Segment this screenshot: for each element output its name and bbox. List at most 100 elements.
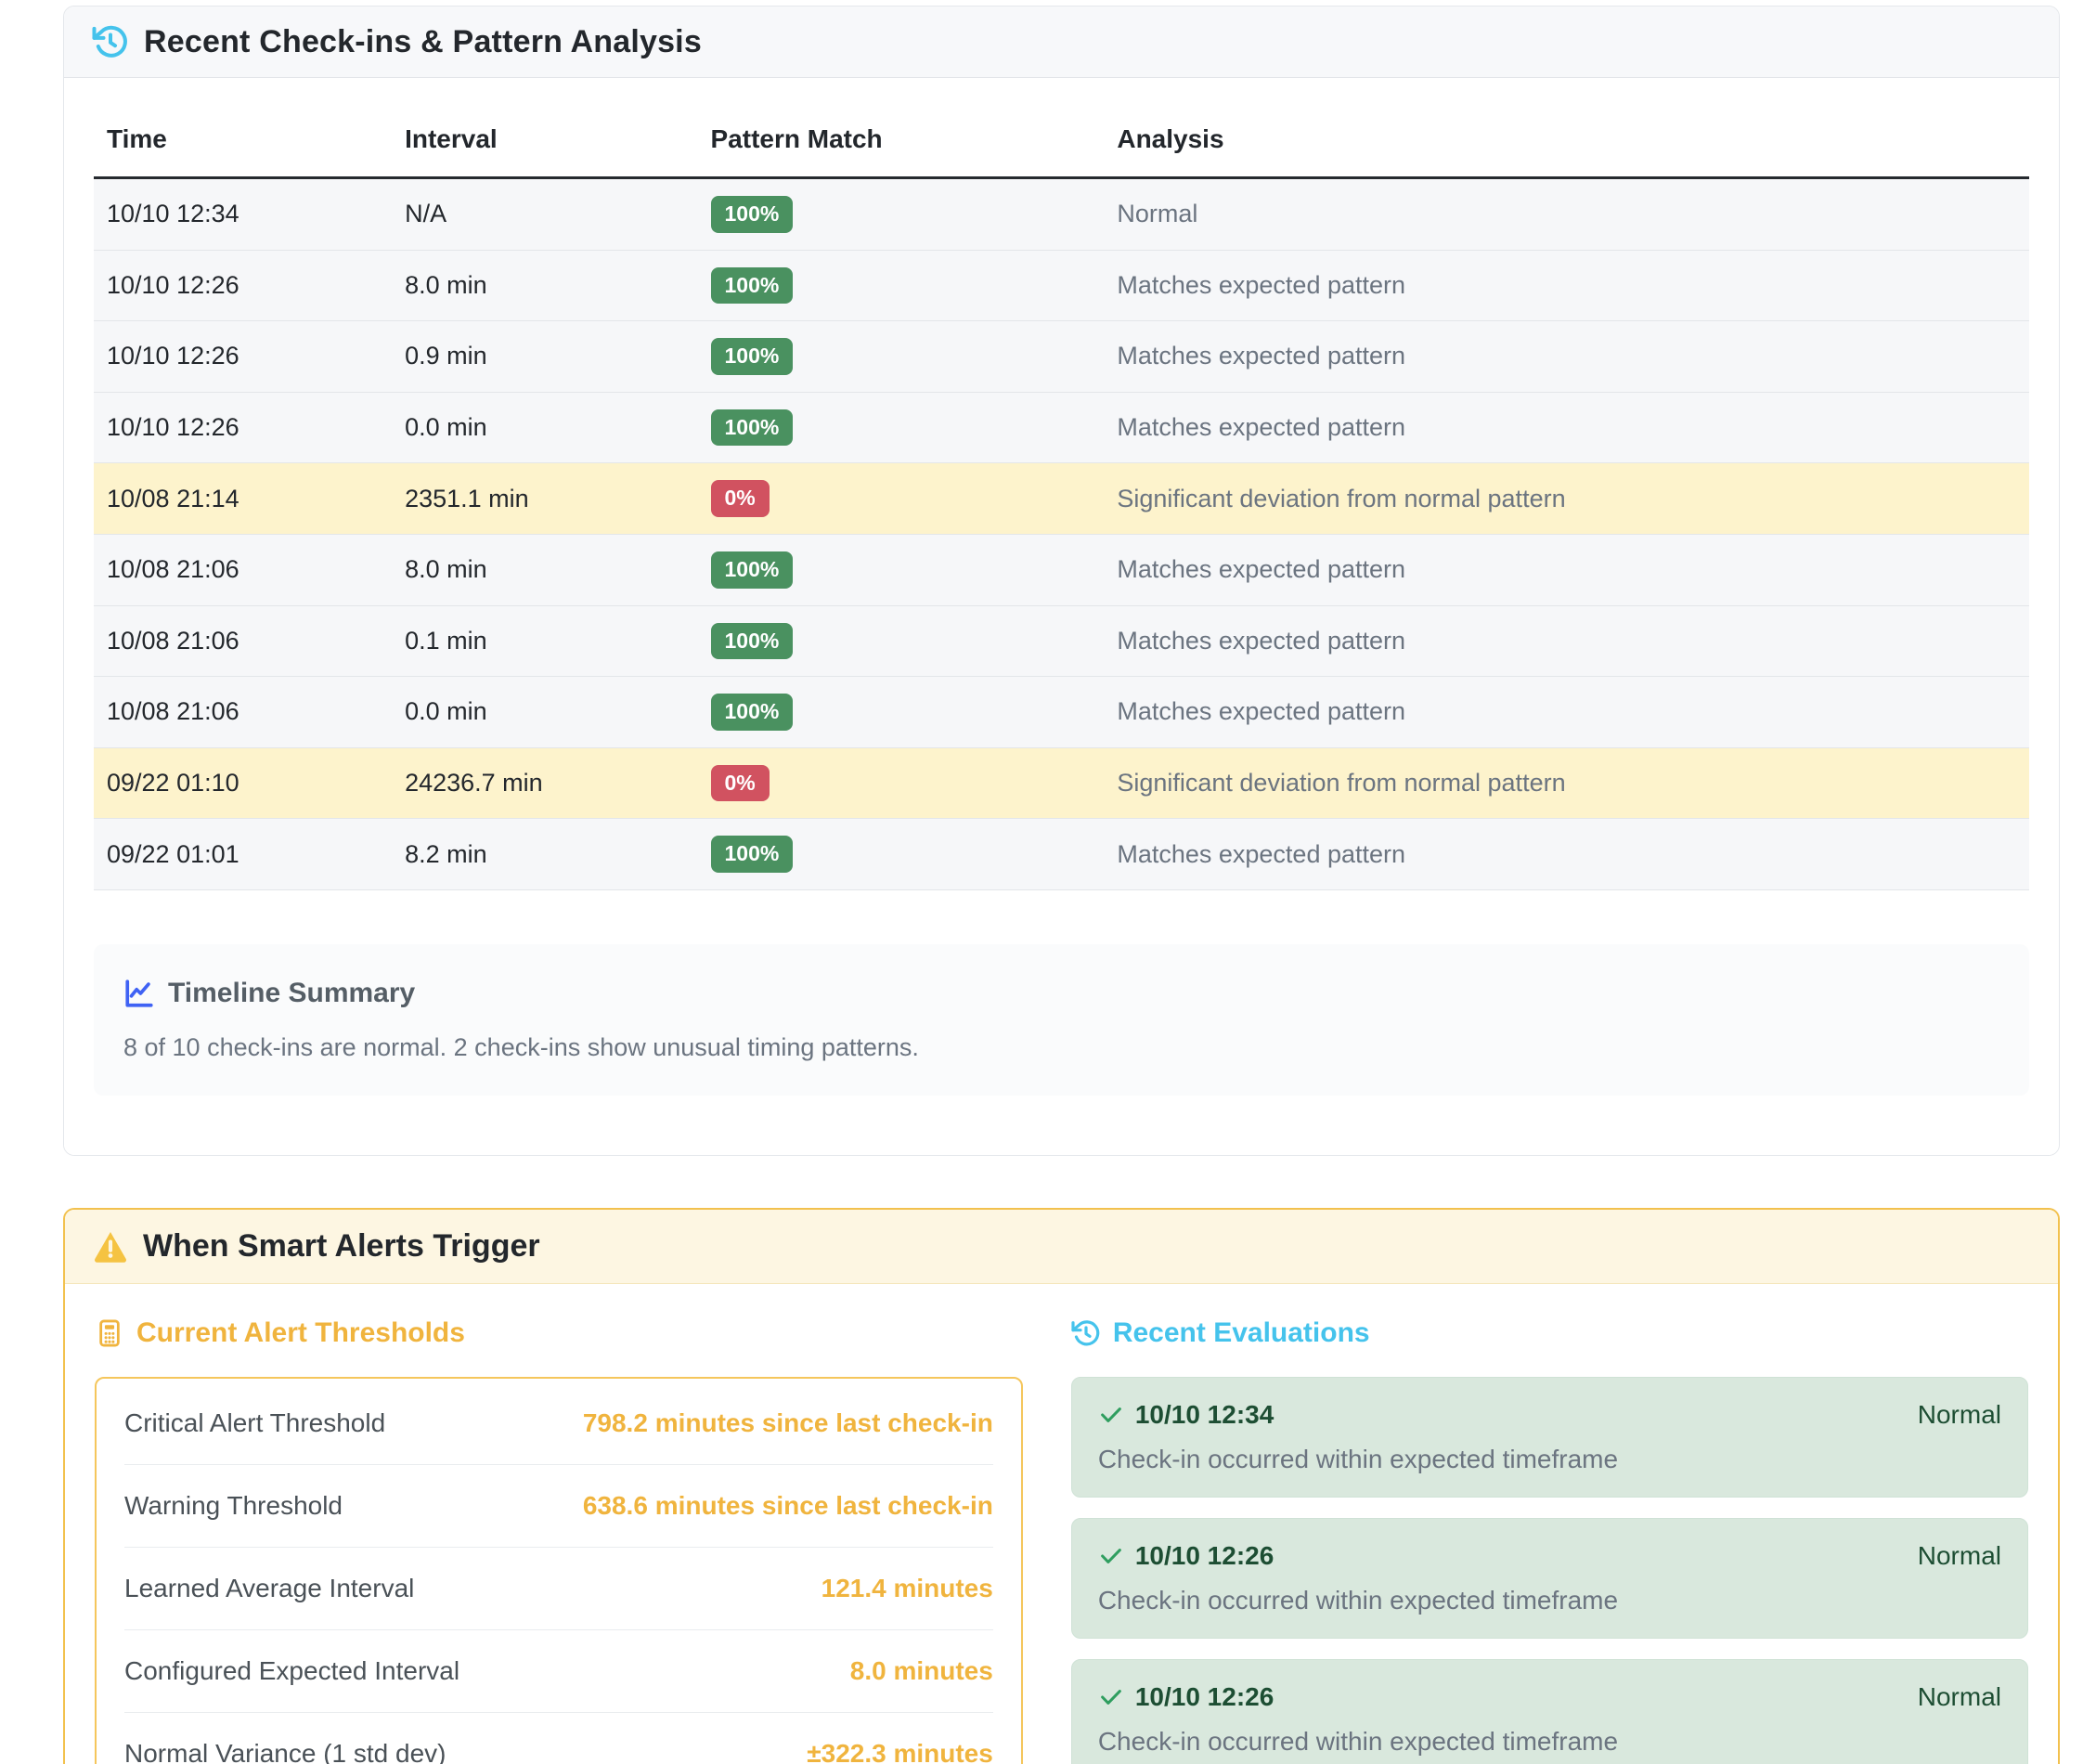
checkin-time: 10/08 21:06 bbox=[94, 605, 393, 678]
calculator-icon bbox=[95, 1318, 124, 1348]
pattern-match-badge: 100% bbox=[710, 551, 794, 589]
checkin-analysis: Significant deviation from normal patter… bbox=[1104, 462, 2029, 535]
col-header-analysis: Analysis bbox=[1104, 102, 2029, 179]
evaluations-list: 10/10 12:34 Normal Check-in occurred wit… bbox=[1070, 1376, 2028, 1764]
threshold-label: Learned Average Interval bbox=[124, 1573, 415, 1602]
timeline-summary-header: Timeline Summary bbox=[123, 978, 1999, 1009]
threshold-label: Configured Expected Interval bbox=[124, 1655, 460, 1685]
checkin-time: 10/08 21:06 bbox=[94, 676, 393, 748]
thresholds-heading: Current Alert Thresholds bbox=[95, 1317, 1023, 1349]
pattern-match-badge: 100% bbox=[710, 409, 794, 447]
checkin-match-cell: 0% bbox=[697, 747, 1105, 820]
pattern-match-badge: 0% bbox=[710, 764, 770, 802]
checkin-analysis: Normal bbox=[1104, 177, 2029, 251]
checkin-analysis: Matches expected pattern bbox=[1104, 250, 2029, 322]
checkin-interval: N/A bbox=[392, 177, 698, 251]
table-row: 09/22 01:01 8.2 min 100% Matches expecte… bbox=[94, 818, 2029, 890]
evaluation-card: 10/10 12:34 Normal Check-in occurred wit… bbox=[1070, 1376, 2028, 1498]
checkin-time: 10/08 21:14 bbox=[94, 462, 393, 535]
checkin-analysis: Matches expected pattern bbox=[1104, 534, 2029, 606]
checkin-interval: 0.0 min bbox=[392, 676, 698, 748]
checkin-analysis: Matches expected pattern bbox=[1104, 320, 2029, 393]
pattern-match-badge: 100% bbox=[710, 836, 794, 873]
timeline-summary-text: 8 of 10 check-ins are normal. 2 check-in… bbox=[123, 1032, 919, 1061]
evaluations-heading-label: Recent Evaluations bbox=[1112, 1317, 1370, 1348]
table-row: 10/10 12:26 0.0 min 100% Matches expecte… bbox=[94, 392, 2029, 464]
checkin-interval: 8.0 min bbox=[392, 534, 698, 606]
evaluation-card: 10/10 12:26 Normal Check-in occurred wit… bbox=[1070, 1658, 2028, 1764]
threshold-row: Warning Threshold 638.6 minutes since la… bbox=[124, 1465, 993, 1548]
pattern-match-badge: 100% bbox=[710, 196, 794, 233]
col-header-interval: Interval bbox=[392, 102, 698, 179]
check-icon bbox=[1098, 1684, 1124, 1710]
checkin-analysis: Significant deviation from normal patter… bbox=[1104, 747, 2029, 820]
threshold-row: Configured Expected Interval 8.0 minutes bbox=[124, 1630, 993, 1713]
evaluation-description: Check-in occurred within expected timefr… bbox=[1097, 1444, 1619, 1473]
table-row: 10/08 21:14 2351.1 min 0% Significant de… bbox=[94, 462, 2029, 535]
checkin-interval: 0.0 min bbox=[392, 392, 698, 464]
checkin-time: 10/08 21:06 bbox=[94, 534, 393, 606]
check-icon bbox=[1098, 1402, 1124, 1428]
evaluation-card-left: 10/10 12:34 bbox=[1098, 1400, 1274, 1430]
evaluation-description: Check-in occurred within expected timefr… bbox=[1097, 1585, 1619, 1615]
table-row: 10/10 12:26 8.0 min 100% Matches expecte… bbox=[94, 250, 2029, 322]
evaluation-card-top: 10/10 12:34 Normal bbox=[1098, 1400, 2001, 1430]
checkin-time: 10/10 12:26 bbox=[94, 320, 393, 393]
checkins-card-header: Recent Check-ins & Pattern Analysis bbox=[64, 6, 2059, 78]
checkins-table: Time Interval Pattern Match Analysis 10/… bbox=[94, 102, 2029, 890]
threshold-label: Normal Variance (1 std dev) bbox=[124, 1738, 446, 1764]
alerts-card: When Smart Alerts Trigger bbox=[63, 1207, 2060, 1764]
checkin-match-cell: 100% bbox=[697, 177, 1105, 251]
evaluation-card-left: 10/10 12:26 bbox=[1098, 1541, 1274, 1571]
evaluation-time: 10/10 12:26 bbox=[1134, 1681, 1274, 1711]
checkin-time: 09/22 01:01 bbox=[94, 818, 393, 890]
checkin-analysis: Matches expected pattern bbox=[1104, 605, 2029, 678]
pattern-match-badge: 100% bbox=[710, 338, 794, 375]
threshold-value: 121.4 minutes bbox=[821, 1573, 993, 1602]
evaluation-time: 10/10 12:26 bbox=[1134, 1540, 1274, 1570]
alerts-card-title: When Smart Alerts Trigger bbox=[143, 1227, 540, 1264]
checkin-match-cell: 100% bbox=[697, 676, 1105, 748]
checkin-match-cell: 100% bbox=[697, 392, 1105, 464]
history-icon bbox=[92, 23, 129, 60]
table-header-row: Time Interval Pattern Match Analysis bbox=[94, 102, 2029, 179]
threshold-value: 798.2 minutes since last check-in bbox=[582, 1407, 993, 1437]
history-icon bbox=[1071, 1318, 1101, 1348]
evaluation-time: 10/10 12:34 bbox=[1134, 1399, 1274, 1429]
timeline-summary: Timeline Summary 8 of 10 check-ins are n… bbox=[94, 943, 2029, 1096]
evaluation-card: 10/10 12:26 Normal Check-in occurred wit… bbox=[1070, 1517, 2028, 1639]
checkin-time: 10/10 12:34 bbox=[94, 177, 393, 251]
checkins-card: Recent Check-ins & Pattern Analysis Time… bbox=[63, 6, 2060, 1156]
evaluation-card-left: 10/10 12:26 bbox=[1098, 1682, 1274, 1712]
checkins-table-body: 10/10 12:34 N/A 100% Normal 10/10 12:26 … bbox=[94, 177, 2029, 890]
checkin-interval: 2351.1 min bbox=[392, 462, 698, 535]
thresholds-heading-label: Current Alert Thresholds bbox=[136, 1317, 465, 1348]
checkin-interval: 0.9 min bbox=[392, 320, 698, 393]
checkin-match-cell: 100% bbox=[697, 605, 1105, 678]
timeline-summary-title: Timeline Summary bbox=[168, 977, 416, 1008]
col-header-pattern-match: Pattern Match bbox=[697, 102, 1105, 179]
table-row: 10/08 21:06 0.0 min 100% Matches expecte… bbox=[94, 676, 2029, 748]
pattern-match-badge: 100% bbox=[710, 622, 794, 660]
checkin-interval: 0.1 min bbox=[392, 605, 698, 678]
checkin-interval: 8.0 min bbox=[392, 250, 698, 322]
checkin-interval: 24236.7 min bbox=[392, 747, 698, 820]
checkins-card-body: Time Interval Pattern Match Analysis 10/… bbox=[64, 78, 2059, 1155]
pattern-match-badge: 100% bbox=[710, 266, 794, 305]
evaluation-status-badge: Normal bbox=[1917, 1681, 2001, 1711]
thresholds-column: Current Alert Thresholds Critical Alert … bbox=[95, 1317, 1023, 1764]
evaluation-status-badge: Normal bbox=[1917, 1399, 2001, 1429]
pattern-match-badge: 100% bbox=[710, 694, 794, 731]
thresholds-box: Critical Alert Threshold 798.2 minutes s… bbox=[95, 1376, 1023, 1764]
line-chart-icon bbox=[123, 978, 155, 1009]
evaluation-card-top: 10/10 12:26 Normal bbox=[1098, 1541, 2001, 1571]
threshold-value: 638.6 minutes since last check-in bbox=[582, 1490, 993, 1520]
checkin-time: 10/10 12:26 bbox=[94, 250, 393, 322]
alerts-card-body: Current Alert Thresholds Critical Alert … bbox=[65, 1283, 2058, 1764]
threshold-label: Warning Threshold bbox=[124, 1490, 343, 1520]
table-row: 10/10 12:26 0.9 min 100% Matches expecte… bbox=[94, 320, 2029, 393]
checkin-match-cell: 100% bbox=[697, 320, 1105, 393]
checkin-match-cell: 100% bbox=[697, 818, 1105, 890]
threshold-label: Critical Alert Threshold bbox=[124, 1407, 386, 1437]
